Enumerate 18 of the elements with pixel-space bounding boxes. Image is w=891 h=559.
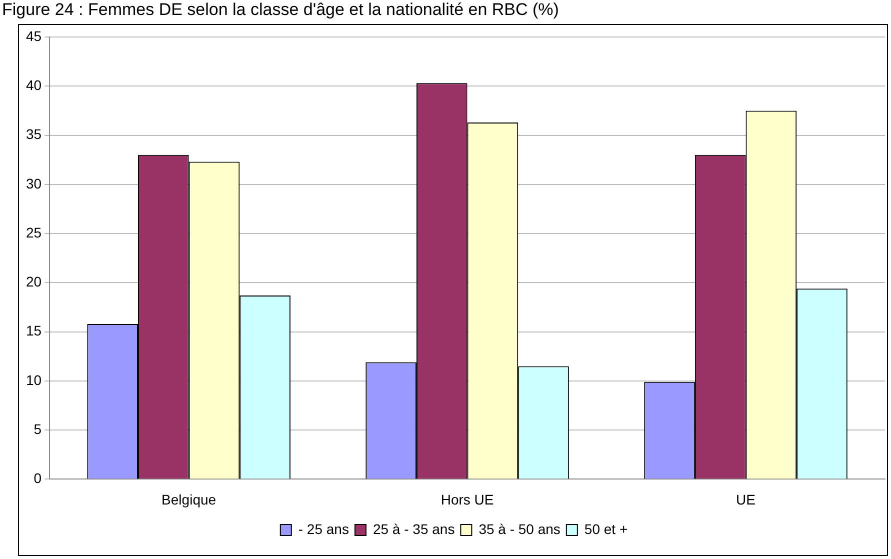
y-tick-label: 0 — [34, 470, 42, 486]
y-tick-label: 25 — [26, 224, 42, 240]
x-tick-label: Hors UE — [440, 491, 494, 508]
y-tick-label: 15 — [26, 322, 42, 339]
y-tick-label: 30 — [26, 175, 42, 192]
x-tick-label: UE — [736, 491, 756, 508]
chart-title: Figure 24 : Femmes DE selon la classe d'âge et la nationalité en RBC (%) — [1, 0, 560, 21]
legend-label: 35 à - 50 ans — [478, 520, 560, 537]
y-tick-label: 35 — [26, 126, 42, 142]
x-tick-label: Belgique — [162, 491, 216, 508]
legend-label: - 25 ans — [298, 520, 349, 537]
legend-label: 25 à - 35 ans — [372, 520, 455, 537]
y-tick-label: 20 — [26, 274, 42, 290]
legend-label: 50 et + — [584, 520, 628, 537]
y-tick-label: 5 — [34, 420, 42, 437]
y-tick-label: 45 — [26, 28, 42, 44]
y-tick-label: 10 — [26, 372, 42, 388]
y-tick-label: 40 — [26, 76, 42, 93]
